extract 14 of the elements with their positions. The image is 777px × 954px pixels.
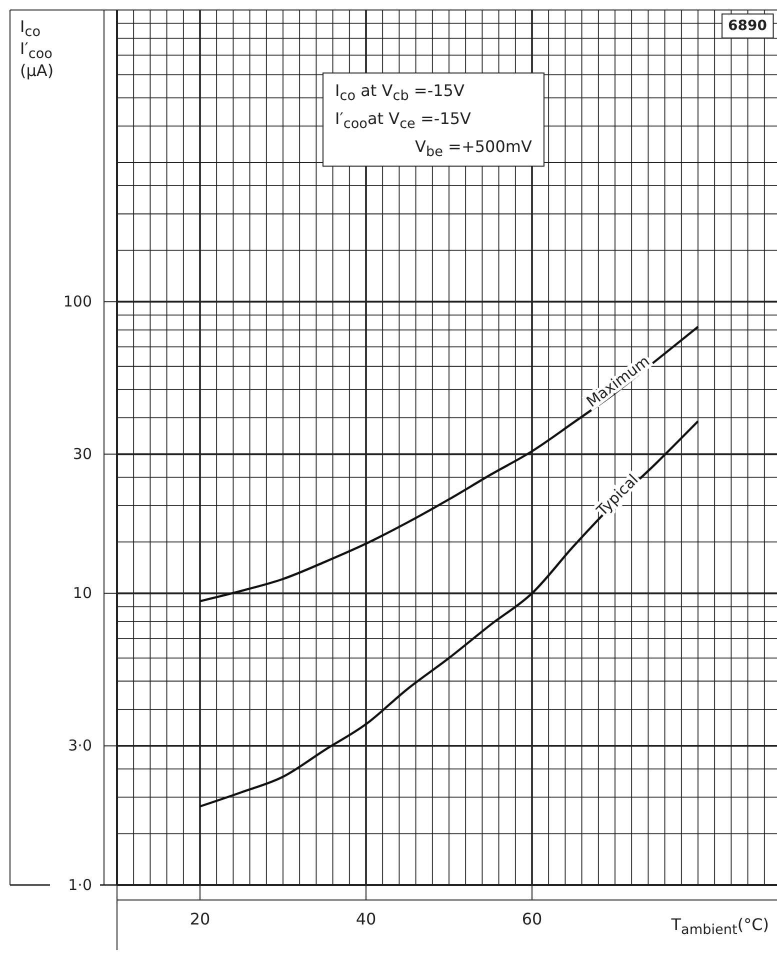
annotation: V$_{be}$ =+500mV xyxy=(415,137,532,160)
x-tick-label: 60 xyxy=(522,909,542,928)
y-axis-title: I$_{co}$ I′$_{coo}$ (µA) xyxy=(20,17,54,80)
annotation: I$_{co}$ at V$_{cb}$ =-15V xyxy=(335,81,464,104)
x-axis-title: T$_{ambient}$(°C) xyxy=(670,915,769,938)
annotation: I′$_{coo}$at V$_{ce}$ =-15V xyxy=(335,109,472,132)
x-tick-label: 40 xyxy=(356,909,376,928)
x-tick-label: 20 xyxy=(190,909,210,928)
y-tick-label: 1·0 xyxy=(68,876,92,894)
annotation: 6890 xyxy=(728,18,768,34)
y-tick-label: 30 xyxy=(72,444,92,463)
y-tick-label: 10 xyxy=(72,584,92,602)
y-tick-label: 100 xyxy=(63,292,92,310)
y-tick-label: 3·0 xyxy=(68,736,92,755)
